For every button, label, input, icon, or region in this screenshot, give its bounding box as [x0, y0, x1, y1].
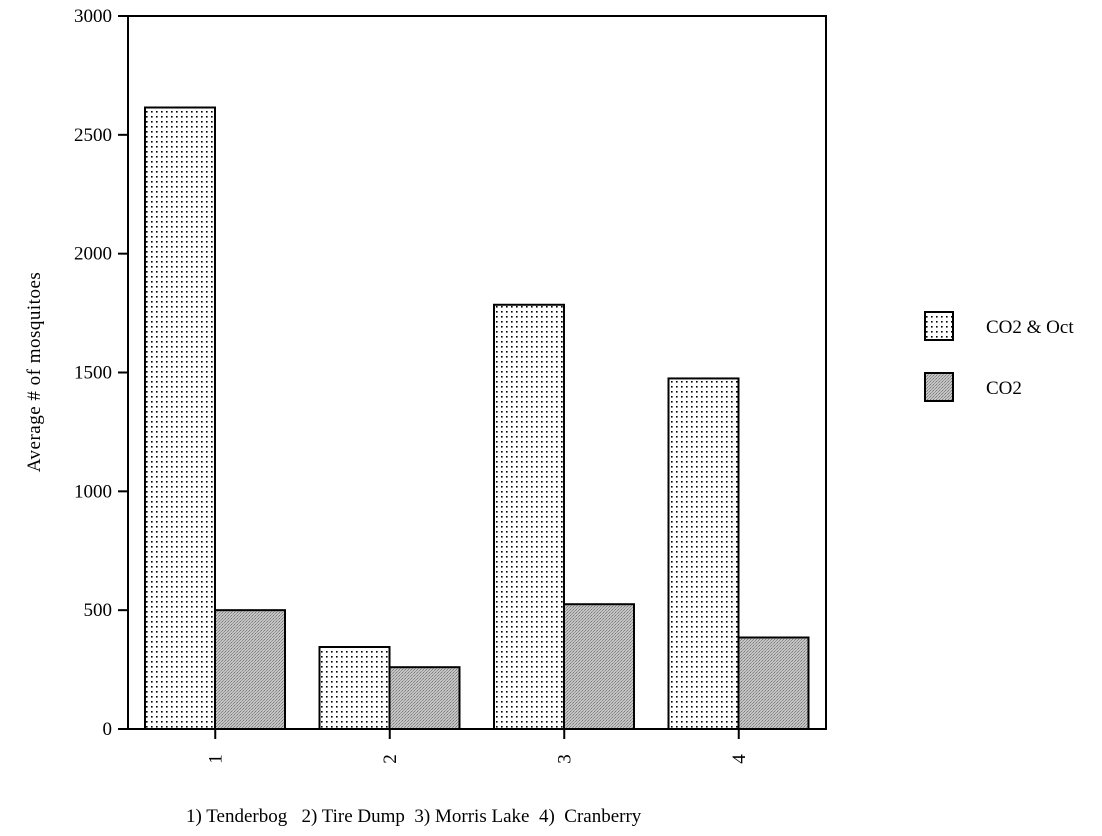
- legend-swatch-co2: [924, 372, 954, 402]
- bar-co2-oct-2: [318, 646, 391, 731]
- x-tick-label: 3: [554, 754, 575, 764]
- y-tick-label: 2000: [74, 244, 112, 265]
- y-tick-label: 2500: [74, 125, 112, 146]
- x-axis: 1 2 3 4: [205, 729, 750, 764]
- bar-co2-4: [737, 636, 810, 731]
- y-tick-label: 0: [103, 719, 113, 740]
- bar-co2-2: [388, 666, 461, 730]
- bars-group: [144, 106, 810, 731]
- bar-co2-3: [563, 603, 635, 730]
- y-tick-label: 1500: [74, 363, 112, 384]
- legend-label-co2: CO2: [986, 378, 1022, 399]
- bar-co2-1: [214, 609, 286, 731]
- legend-swatch-co2-oct: [924, 311, 954, 341]
- y-tick-label: 3000: [74, 6, 112, 27]
- x-tick-label: 4: [729, 754, 750, 764]
- bar-co2-oct-4: [667, 377, 740, 730]
- legend-label-co2-oct: CO2 & Oct: [986, 317, 1074, 338]
- x-tick-label: 2: [380, 754, 401, 764]
- y-axis: 0 500 1000 1500 2000 2500 3000: [74, 6, 128, 740]
- bar-co2-oct-1: [144, 106, 216, 731]
- y-axis-label: Average # of mosquitoes: [24, 272, 45, 473]
- bar-co2-oct-3: [493, 303, 565, 730]
- x-axis-caption: 1) Tenderbog 2) Tire Dump 3) Morris Lake…: [186, 806, 642, 827]
- legend: CO2 & Oct CO2: [924, 311, 1074, 402]
- y-tick-label: 500: [84, 600, 113, 621]
- y-tick-label: 1000: [74, 481, 112, 502]
- x-tick-label: 1: [205, 754, 226, 764]
